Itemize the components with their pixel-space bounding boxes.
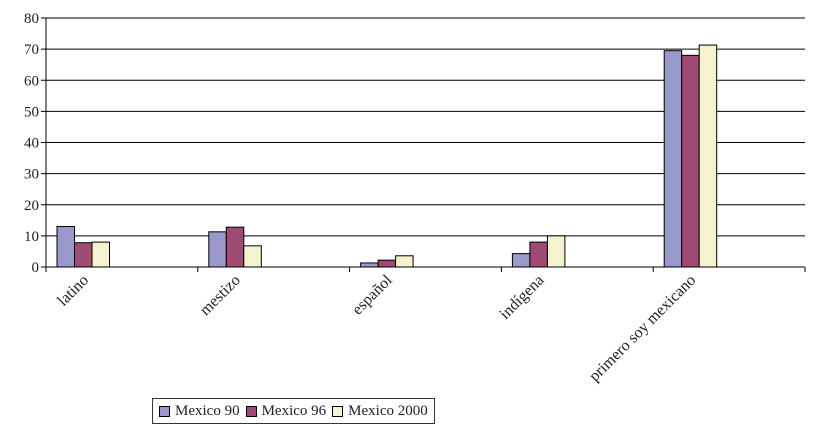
bar-indigena-mexico-96	[529, 241, 548, 268]
legend-swatch-mexico-2000	[332, 405, 344, 417]
bar-mestizo-mexico-2000	[243, 245, 262, 268]
bar-espanol-mexico-90	[360, 262, 379, 268]
bar-primero-soy-mexicano-mexico-2000	[698, 44, 718, 268]
legend-item-mexico-96: Mexico 96	[245, 402, 327, 420]
x-label-indigena: indígena	[497, 272, 548, 323]
y-axis-ticks: 0 10 20 30 40 50 60 70 80	[24, 11, 46, 276]
bar-primero-soy-mexicano-mexico-96	[681, 54, 700, 268]
legend: Mexico 90 Mexico 96 Mexico 2000	[152, 398, 435, 424]
bar-indigena-mexico-90	[511, 253, 531, 268]
gridlines	[46, 17, 805, 237]
y-tick-label-0: 0	[32, 260, 40, 276]
legend-label-mexico-90: Mexico 90	[175, 402, 240, 419]
bar-mestizo-mexico-90	[208, 231, 227, 268]
bar-primero-soy-mexicano-mexico-90	[663, 50, 683, 268]
legend-label-mexico-96: Mexico 96	[261, 402, 327, 419]
bar-espanol-mexico-2000	[395, 255, 414, 268]
y-tick-label-80: 80	[24, 11, 39, 27]
bars	[56, 44, 718, 268]
bar-indigena-mexico-2000	[546, 235, 566, 268]
x-label-espanol: español	[349, 271, 396, 318]
legend-item-mexico-2000: Mexico 2000	[332, 403, 428, 420]
x-label-mestizo: mestizo	[197, 272, 244, 319]
x-axis-labels: latino mestizo español indígena primero soy …	[45, 267, 806, 385]
legend-item-mexico-90: Mexico 90	[159, 403, 240, 420]
y-tick-label-10: 10	[24, 229, 39, 245]
y-tick-label-20: 20	[24, 198, 39, 214]
bar-mestizo-mexico-96	[225, 226, 245, 268]
x-label-latino: latino	[54, 272, 92, 310]
bar-latino-mexico-90	[56, 226, 75, 268]
bar-latino-mexico-2000	[91, 241, 110, 268]
y-tick-label-40: 40	[24, 136, 39, 152]
y-tick-label-50: 50	[24, 104, 39, 120]
x-label-primero-soy-mexicano: primero soy mexicano	[586, 272, 699, 385]
bar-latino-mexico-96	[74, 242, 93, 268]
y-tick-label-70: 70	[24, 42, 39, 58]
y-tick-label-60: 60	[24, 73, 39, 89]
legend-label-mexico-2000: Mexico 2000	[348, 402, 428, 419]
legend-swatch-mexico-90	[159, 405, 170, 417]
legend-swatch-mexico-96	[245, 405, 257, 417]
y-tick-label-30: 30	[24, 167, 39, 183]
bar-espanol-mexico-96	[377, 259, 397, 268]
